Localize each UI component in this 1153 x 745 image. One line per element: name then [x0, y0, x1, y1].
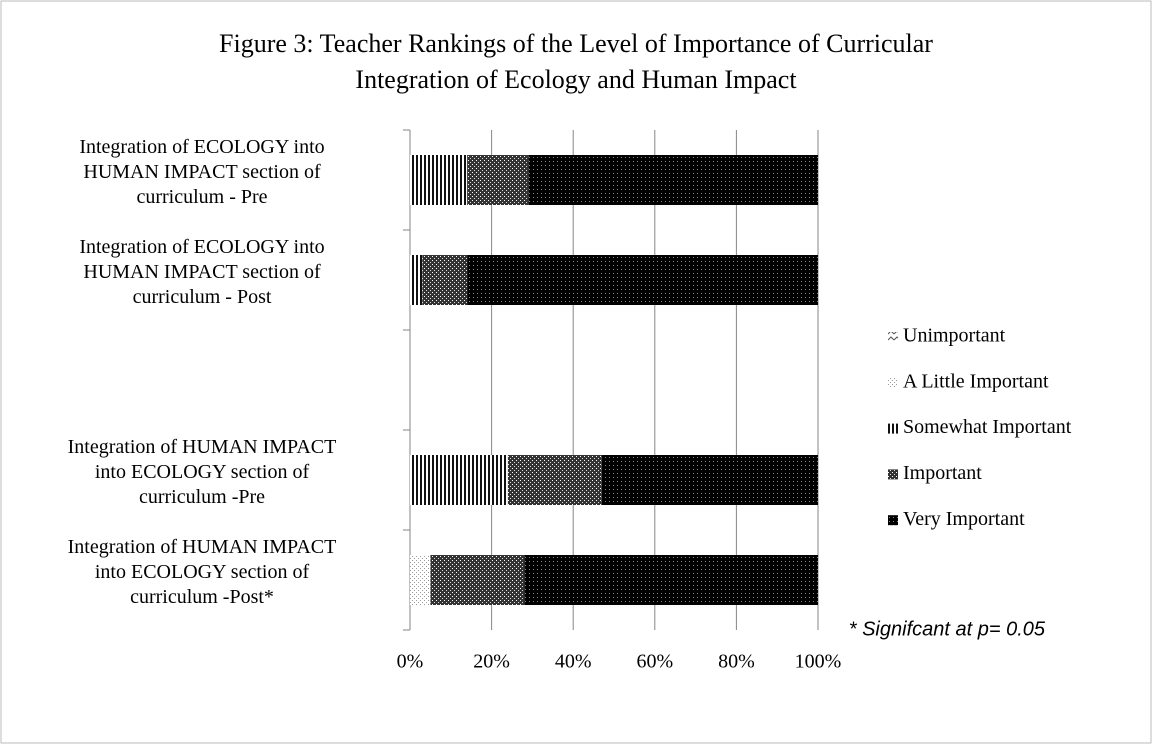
legend-swatch — [888, 515, 898, 526]
chart-title: Figure 3: Teacher Rankings of the Level … — [219, 29, 933, 94]
annotation: * Signifcant at p= 0.05 — [849, 618, 1046, 640]
legend-swatch — [888, 423, 898, 434]
bar-segment — [430, 555, 525, 605]
x-tick-label: 80% — [718, 651, 755, 673]
legend-label: Very Important — [903, 508, 1025, 530]
x-tick-label: 20% — [473, 651, 510, 673]
x-tick-label: 0% — [397, 651, 424, 673]
y-tick-label: Integration of HUMAN IMPACT into ECOLOGY… — [67, 535, 337, 608]
bar-segment — [410, 255, 423, 305]
y-tick-label: Integration of ECOLOGY into HUMAN IMPACT… — [79, 135, 325, 208]
bar-segment — [524, 555, 818, 605]
y-tick-label: Integration of HUMAN IMPACT into ECOLOGY… — [67, 435, 337, 508]
bar-segment — [601, 455, 818, 505]
x-tick-label: 40% — [555, 651, 592, 673]
bar-segment — [467, 155, 529, 205]
x-tick-label: 60% — [636, 651, 673, 673]
bar-segment — [410, 555, 431, 605]
legend-label: Unimportant — [903, 325, 1006, 347]
bar-segment — [467, 255, 818, 305]
bar-segment — [528, 155, 818, 205]
legend-label: A Little Important — [903, 370, 1049, 392]
y-tick-label: Integration of ECOLOGY into HUMAN IMPACT… — [79, 235, 325, 308]
legend-label: Somewhat Important — [903, 416, 1072, 438]
bar-segment — [422, 255, 468, 305]
bar-segment — [410, 155, 468, 205]
legend-swatch — [888, 377, 898, 388]
legend-swatch — [888, 332, 898, 342]
legend-label: Important — [903, 462, 982, 484]
bar-segment — [410, 455, 508, 505]
x-tick-label: 100% — [795, 651, 842, 673]
legend-swatch — [888, 469, 898, 480]
bar-segment — [507, 455, 602, 505]
